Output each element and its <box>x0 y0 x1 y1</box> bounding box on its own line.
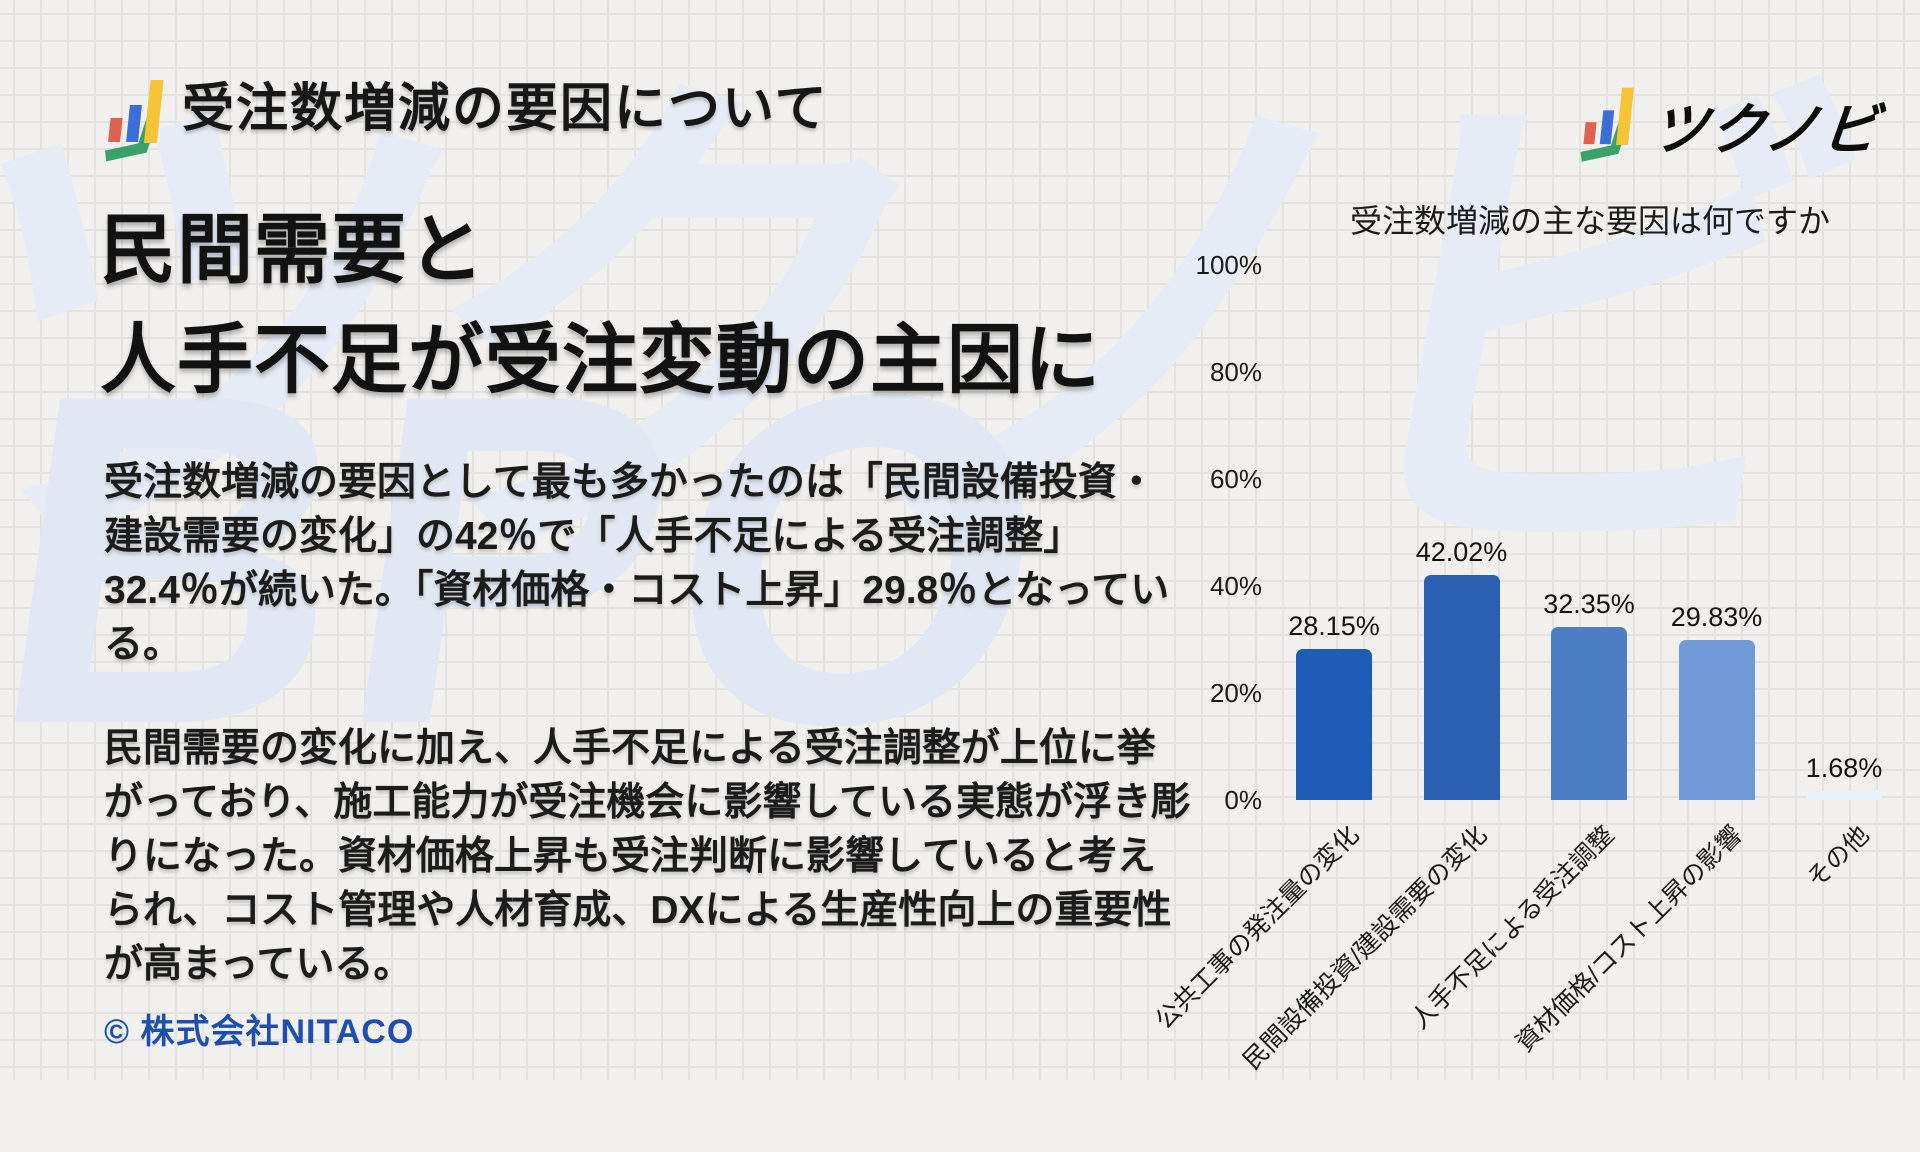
bar-value-label: 29.83% <box>1670 602 1763 633</box>
y-axis-tick-label: 0% <box>1224 785 1262 815</box>
y-axis-tick-label: 60% <box>1209 464 1262 494</box>
logo-yellow-bar <box>143 80 164 143</box>
y-axis-tick-label: 40% <box>1209 571 1262 601</box>
bar-2 <box>1423 575 1500 800</box>
bar-value-label: 42.02% <box>1415 537 1508 568</box>
brand-logo-icon <box>1580 87 1634 162</box>
footer-copyright: © 株式会社NITACO <box>104 1013 415 1051</box>
bar-4 <box>1678 640 1755 800</box>
headline: 民間需要と 人手不足が受注変動の主因に <box>100 208 1101 403</box>
logo-yellow-bar <box>1616 87 1634 146</box>
logo-blue-bar <box>126 105 142 142</box>
paragraph-1: 受注数増減の要因として最も多かったのは「民間設備投資・ 建設需要の変化」の42％で… <box>104 461 1170 666</box>
y-axis-tick-label: 100% <box>1195 250 1263 280</box>
bar-value-label: 1.68% <box>1805 753 1883 783</box>
chart-title: 受注数増減の主な要因は何ですか <box>1349 203 1830 239</box>
bar-growth-logo-icon <box>104 80 164 162</box>
logo-red-bar <box>1583 122 1597 145</box>
y-axis-tick-label: 80% <box>1209 357 1262 387</box>
y-axis-tick-label: 20% <box>1209 678 1262 708</box>
brand-logo-text: ツクノビ <box>1648 97 1884 161</box>
content-layer: 受注数増減の要因について ツクノビ 民間需要と 人手不足が受注変動の主因に 受注数… <box>100 80 1884 1075</box>
bar-5 <box>1806 791 1882 800</box>
logo-blue-bar <box>1599 110 1615 145</box>
bar-value-label: 32.35% <box>1543 588 1635 619</box>
bar-1 <box>1296 649 1372 800</box>
page-background: ツクノビ BPO 受注数増減の要因について ツクノビ <box>0 0 1920 1080</box>
paragraph-2: 民間需要の変化に加え、人手不足による受注調整が上位に挙 がっており、施工能力が受注… <box>104 727 1191 986</box>
brand-logo: ツクノビ <box>1576 84 1884 166</box>
bar-value-label: 28.15% <box>1288 611 1380 642</box>
logo-red-bar <box>108 118 123 142</box>
bar-3 <box>1551 626 1627 800</box>
page-title: 受注数増減の要因について <box>182 80 829 138</box>
